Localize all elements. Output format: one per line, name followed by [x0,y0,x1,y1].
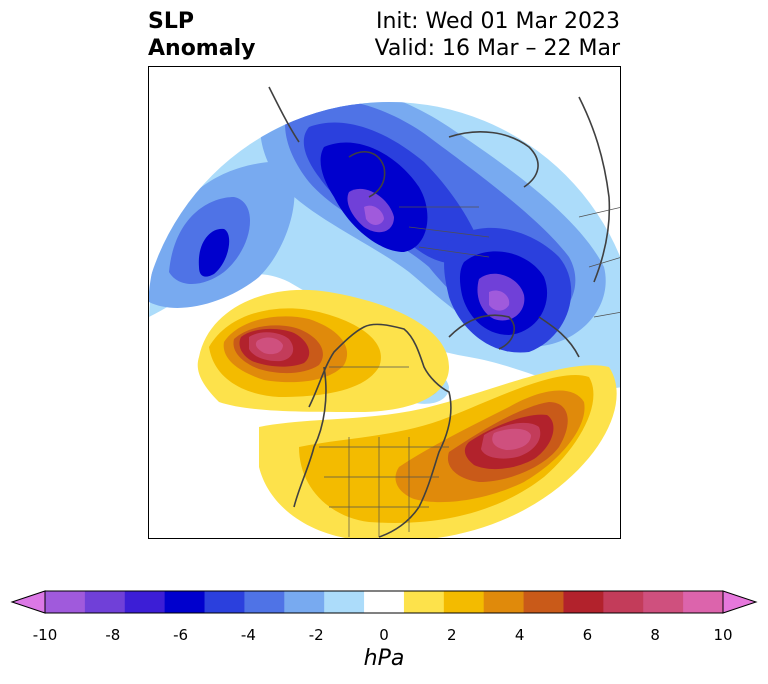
colorbar-tick-label: 2 [447,626,457,644]
colorbar-label: hPa [363,646,405,671]
colorbar-extend-max [722,590,758,614]
colorbar-cell [563,591,604,613]
colorbar-cell [403,591,445,613]
colorbar-tick-label: 4 [514,626,525,644]
colorbar-cell [284,591,325,613]
colorbar-tick-label: -10 [32,626,58,644]
colorbar-cell [45,591,86,613]
valid-range: Valid: 16 Mar – 22 Mar [374,36,620,61]
anomaly-neg-atlantic-core [198,228,230,277]
colorbar-cell [523,591,564,613]
colorbar-cell [603,591,644,613]
title-line-1: SLP [148,9,194,34]
colorbar-cell [364,591,405,613]
chart-title: SLP Anomaly [148,8,255,62]
title-line-2: Anomaly [148,36,256,61]
colorbar-tick-label: 10 [713,626,733,644]
colorbar-tick-label: -6 [173,626,189,644]
date-info: Init: Wed 01 Mar 2023 Valid: 16 Mar – 22… [375,8,620,62]
anomaly-neg-europe-peak2 [364,205,384,225]
colorbar-tick-label: -8 [105,626,121,644]
colorbar-cell [164,591,206,613]
colorbar-cell [443,591,485,613]
colorbar-cell [324,591,365,613]
map-panel [148,66,621,539]
colorbar-tick-label: 0 [379,626,389,644]
anomaly-neg-siberia-peak2 [489,290,510,311]
anomaly-pos-pacific-peak [255,337,283,355]
map-svg [149,86,620,538]
colorbar-tick-label: 6 [582,626,593,644]
coastlines [268,86,611,538]
colorbar-cell [683,591,724,613]
init-date: Init: Wed 01 Mar 2023 [375,9,620,34]
colorbar-cell [204,591,245,613]
colorbar-cell [483,591,525,613]
colorbar-cell [643,591,684,613]
colorbar-tick-label: -2 [308,626,324,644]
colorbar-tick-label: -4 [240,626,256,644]
borders [319,206,620,537]
colorbar-extend-min [10,590,46,614]
colorbar-cell [244,591,285,613]
colorbar-cell [84,591,126,613]
anomaly-pos-us-peak [492,428,531,450]
colorbar [10,590,758,620]
colorbar-tick-label: 8 [650,626,660,644]
colorbar-svg [10,590,758,614]
colorbar-cell [124,591,166,613]
